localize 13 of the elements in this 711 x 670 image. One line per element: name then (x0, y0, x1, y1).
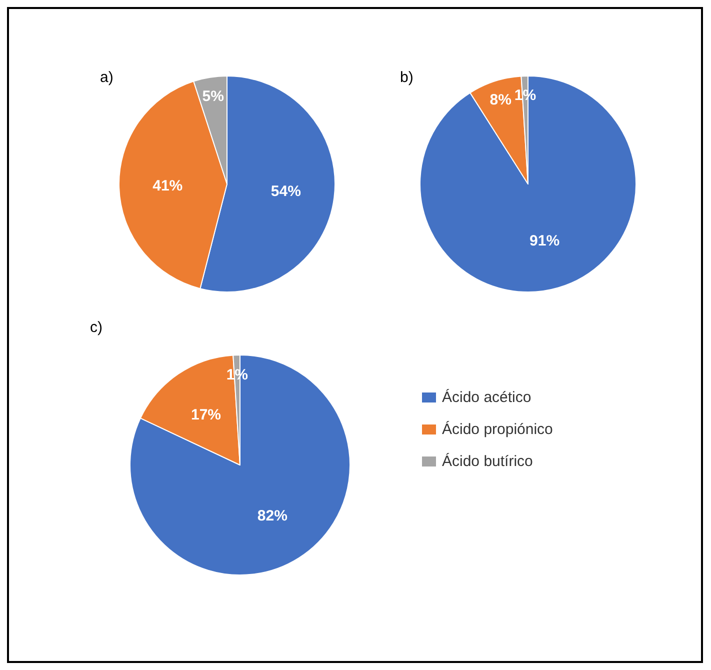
chart-title: b) (400, 69, 414, 86)
legend-label: Ácido butírico (442, 452, 533, 470)
data-label: 8% (490, 91, 512, 108)
data-label: 5% (202, 88, 224, 106)
data-label: 82% (257, 508, 288, 525)
chart-title: a) (100, 69, 114, 86)
data-label: 17% (190, 406, 222, 424)
data-label: 91% (530, 232, 560, 250)
legend-label: Ácido acético (442, 388, 532, 406)
chart-title: c) (90, 319, 102, 336)
legend-label: Ácido propiónico (442, 420, 553, 438)
data-label: 54% (270, 182, 301, 200)
data-label: 41% (152, 177, 183, 194)
